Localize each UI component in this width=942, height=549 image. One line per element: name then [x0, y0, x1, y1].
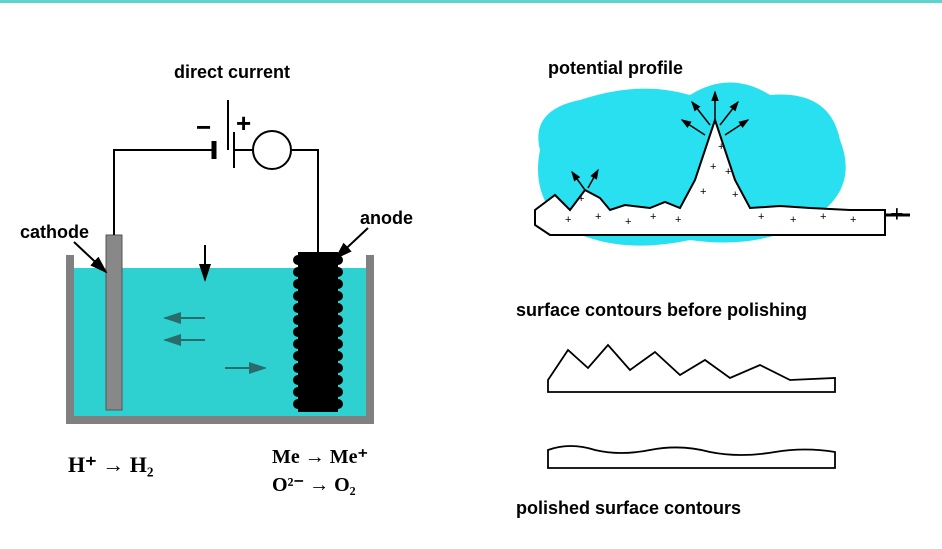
- svg-text:+: +: [790, 214, 796, 226]
- circuit-wires: [114, 100, 318, 252]
- contour-before: [548, 345, 835, 392]
- svg-text:+: +: [718, 141, 724, 153]
- svg-text:+: +: [732, 189, 738, 201]
- top-border: [0, 0, 942, 3]
- ammeter-icon: [253, 131, 291, 169]
- anode-electrode: [293, 252, 343, 412]
- cathode-pointer: [74, 242, 106, 272]
- cathode-electrode: [106, 235, 122, 410]
- anode-pointer: [336, 228, 368, 258]
- battery-icon: [214, 132, 234, 168]
- svg-text:+: +: [595, 211, 601, 223]
- svg-text:+: +: [758, 211, 764, 223]
- surface-profile-diagram: +++ ++ +++ ++ ++++ +: [500, 20, 930, 540]
- svg-text:+: +: [700, 186, 706, 198]
- contour-after: [548, 446, 835, 468]
- svg-text:+: +: [578, 193, 584, 205]
- svg-text:+: +: [710, 161, 716, 173]
- svg-text:+: +: [725, 166, 731, 178]
- svg-text:+: +: [565, 214, 571, 226]
- svg-text:+: +: [625, 216, 631, 228]
- svg-text:+: +: [820, 211, 826, 223]
- electrolysis-diagram: [10, 20, 470, 540]
- svg-text:+: +: [850, 214, 856, 226]
- svg-text:+: +: [650, 211, 656, 223]
- svg-text:+: +: [675, 214, 681, 226]
